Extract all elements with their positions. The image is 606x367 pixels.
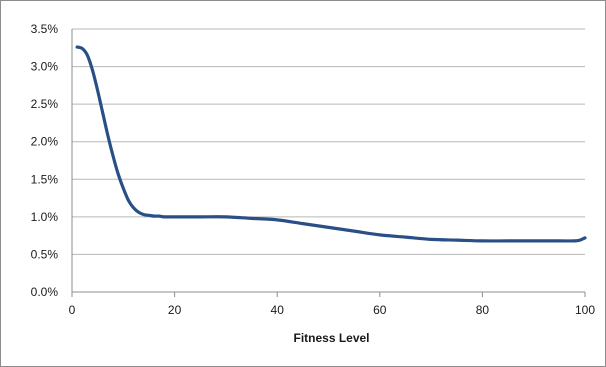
x-tick-labels: 0 20 40 60 80 100 (69, 303, 596, 317)
y-tick-label: 3.0% (31, 60, 59, 74)
x-tick-label: 60 (373, 303, 387, 317)
x-tick-label: 80 (476, 303, 490, 317)
series-group (75, 45, 587, 243)
y-tick-label: 3.5% (31, 22, 59, 36)
x-tick-label: 20 (168, 303, 182, 317)
series-line (75, 45, 587, 243)
y-tick-label: 2.5% (31, 97, 59, 111)
axes (71, 29, 586, 297)
x-tick-label: 100 (575, 303, 595, 317)
x-tick-label: 0 (69, 303, 76, 317)
y-tick-label: 0.5% (31, 247, 59, 261)
y-tick-label: 0.0% (31, 285, 59, 299)
x-tick-label: 40 (271, 303, 285, 317)
y-tick-label: 2.0% (31, 135, 59, 149)
y-tick-labels: 0.0% 0.5% 1.0% 1.5% 2.0% 2.5% 3.0% 3.5% (31, 22, 59, 299)
gridlines (72, 28, 585, 255)
x-axis-title: Fitness Level (293, 331, 369, 345)
y-tick-label: 1.0% (31, 210, 59, 224)
y-tick-label: 1.5% (31, 172, 59, 186)
